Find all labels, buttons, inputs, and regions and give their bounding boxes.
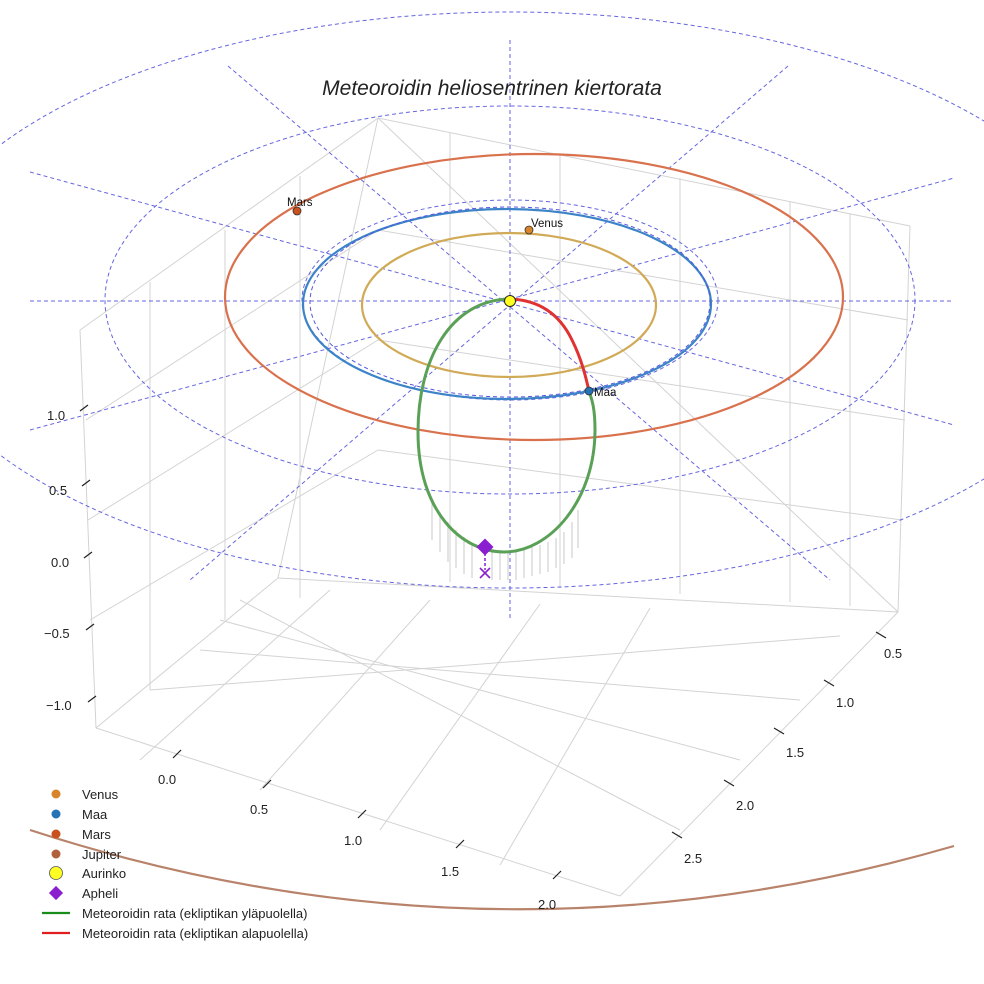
x-tick-label: 0.0 xyxy=(158,772,176,787)
legend-label: Jupiter xyxy=(82,847,122,862)
jupiter-orbit xyxy=(29,828,955,911)
y-tick-label: 2.5 xyxy=(684,851,702,866)
venus-orbit xyxy=(360,231,658,379)
legend-label: Maa xyxy=(82,807,108,822)
legend-item-meteoroid-above: Meteoroidin rata (ekliptikan yläpuolella… xyxy=(42,906,307,921)
legend-item-sun: Aurinko xyxy=(49,866,126,881)
aphelion-marker xyxy=(476,538,494,579)
chart-title: Meteoroidin heliosentrinen kiertorata xyxy=(322,77,662,100)
venus-label: Venus xyxy=(531,218,563,230)
legend-item-meteoroid-below: Meteoroidin rata (ekliptikan alapuolella… xyxy=(42,926,308,941)
x-tick-label: 1.5 xyxy=(441,864,459,879)
legend-label: Apheli xyxy=(82,886,118,901)
earth-label: Maa xyxy=(594,387,617,399)
x-axis-ticks: 0.0 0.5 1.0 1.5 2.0 xyxy=(158,772,556,912)
legend-jupiter-dot-icon xyxy=(51,849,61,859)
legend-label: Meteoroidin rata (ekliptikan alapuolella… xyxy=(82,926,308,941)
mars-label: Mars xyxy=(287,197,313,209)
z-tick-label: 0.0 xyxy=(51,555,69,570)
z-tick-label: −1.0 xyxy=(46,698,72,713)
planet-orbits xyxy=(29,152,955,911)
legend-item-jupiter: Jupiter xyxy=(51,847,122,862)
legend-mars-dot-icon xyxy=(51,829,61,839)
y-tick-label: 1.0 xyxy=(836,695,854,710)
meteoroid-orbit-above xyxy=(416,297,597,554)
axes-pane-grid xyxy=(79,117,911,897)
earth-orbit-dashed xyxy=(309,206,711,398)
meteoroid-orbit-below xyxy=(509,297,591,392)
venus-dot-icon xyxy=(524,225,534,235)
aphelion-diamond-icon xyxy=(476,538,494,556)
earth-orbit xyxy=(301,207,713,401)
ecliptic-polar-grid xyxy=(0,11,984,620)
legend-earth-dot-icon xyxy=(51,809,61,819)
y-tick-label: 0.5 xyxy=(884,646,902,661)
x-tick-label: 0.5 xyxy=(250,802,268,817)
axis-tick-marks xyxy=(79,404,887,880)
x-tick-label: 1.0 xyxy=(344,833,362,848)
meteoroid-drop-lines xyxy=(431,500,579,580)
z-tick-label: 0.5 xyxy=(49,483,67,498)
earth-dot-icon xyxy=(584,386,594,396)
legend-sun-icon xyxy=(49,866,63,880)
z-axis-ticks: 1.0 0.5 0.0 −0.5 −1.0 xyxy=(44,408,72,713)
mars-orbit xyxy=(223,152,845,442)
legend-item-aphelion: Apheli xyxy=(48,885,118,901)
legend-venus-dot-icon xyxy=(51,789,61,799)
legend-label: Aurinko xyxy=(82,866,126,881)
sun-icon xyxy=(504,295,516,307)
legend-aphelion-diamond-icon xyxy=(48,885,64,901)
y-axis-ticks: 0.5 1.0 1.5 2.0 2.5 xyxy=(684,646,902,866)
legend-label: Mars xyxy=(82,827,111,842)
planet-markers: Mars Venus Maa xyxy=(287,197,617,399)
z-tick-label: −0.5 xyxy=(44,626,70,641)
meteoroid-orbit xyxy=(416,297,597,554)
z-tick-label: 1.0 xyxy=(47,408,65,423)
legend: Venus Maa Mars Jupiter Aurinko Apheli Me… xyxy=(42,787,308,941)
legend-item-mars: Mars xyxy=(51,827,111,842)
x-tick-label: 2.0 xyxy=(538,897,556,912)
legend-item-earth: Maa xyxy=(51,807,108,822)
mars-dot-icon xyxy=(292,206,302,216)
legend-label: Meteoroidin rata (ekliptikan yläpuolella… xyxy=(82,906,307,921)
legend-item-venus: Venus xyxy=(51,787,119,802)
y-tick-label: 1.5 xyxy=(786,745,804,760)
legend-label: Venus xyxy=(82,787,119,802)
aphelion-projection-cross-icon xyxy=(479,567,491,579)
y-tick-label: 2.0 xyxy=(736,798,754,813)
sun-marker xyxy=(504,295,516,307)
